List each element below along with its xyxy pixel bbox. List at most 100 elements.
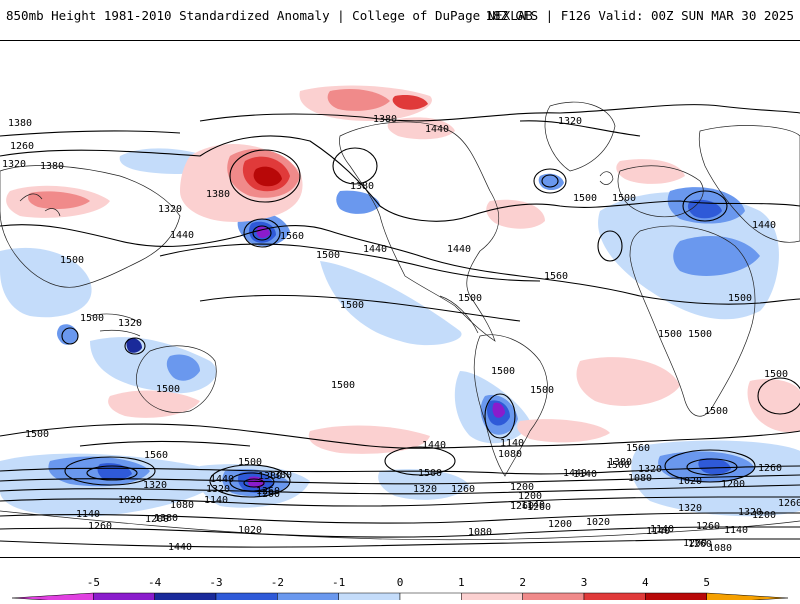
colorbar-tick-label: -5 xyxy=(86,576,100,589)
contour-1200-far-south xyxy=(0,538,800,548)
contour-label: 1200 xyxy=(510,482,534,493)
contour-label: 1500 xyxy=(573,193,597,204)
contour-label: 1260 xyxy=(688,539,712,550)
anomaly-blue-medium xyxy=(166,354,200,381)
contour-label: 1500 xyxy=(458,293,482,304)
contour-label: 1560 xyxy=(626,443,650,454)
contour-label: 1500 xyxy=(238,457,262,468)
contour-label: 1020 xyxy=(118,495,142,506)
contour-label: 1320 xyxy=(206,484,230,495)
europe-outline xyxy=(617,165,704,218)
contour-label: 1260 xyxy=(10,141,34,152)
contour-label: 1080 xyxy=(708,543,732,554)
colorbar-tick-label: -1 xyxy=(332,576,346,589)
low-center-gulf-alaska xyxy=(332,147,378,185)
colorbar-segment xyxy=(461,592,523,604)
contour-1260-south xyxy=(0,496,800,507)
contour-1320-south xyxy=(0,484,800,495)
contour-label: 1140 xyxy=(573,469,597,480)
contour-label: 1380 xyxy=(154,513,178,524)
greenland-outline xyxy=(544,101,616,172)
anomaly-red-light xyxy=(616,159,685,184)
colorbar-segment xyxy=(399,592,462,604)
low-center-pacific-north xyxy=(243,218,281,248)
contour-label: 1140 xyxy=(76,509,100,520)
australia-outline xyxy=(136,345,217,413)
colorbar-segment xyxy=(338,592,401,604)
low-center-australia xyxy=(124,337,146,355)
model-valid-time: 18Z GFS | F126 Valid: 00Z SUN MAR 30 202… xyxy=(485,8,794,23)
low-center-indian-ocean xyxy=(64,456,156,486)
high-center-pacific xyxy=(229,149,301,203)
low-center-europe xyxy=(682,190,728,222)
contour-label: 1440 xyxy=(563,468,587,479)
low-center-pacific-north-inner xyxy=(252,225,272,241)
contour-label: 1140 xyxy=(724,525,748,536)
uk-outline xyxy=(599,171,614,185)
contour-1500-closed-pacific xyxy=(384,446,456,476)
contour-label: 1500 xyxy=(80,313,104,324)
contour-label: 1260 xyxy=(256,486,280,497)
low-center-south-atlantic xyxy=(664,449,756,483)
anomaly-purple-core xyxy=(256,226,270,239)
anomaly-red-medium xyxy=(392,94,428,110)
contour-label: 1140 xyxy=(650,524,674,535)
contour-1560-subtropics xyxy=(159,243,541,282)
anomaly-red-light xyxy=(486,199,545,229)
colorbar-segment xyxy=(645,592,707,604)
colorbar-tick-label: 1 xyxy=(458,576,465,589)
contour-label: 1200 xyxy=(145,514,169,525)
colorbar-tick-label: 0 xyxy=(396,576,404,589)
contour-label: 1500 xyxy=(688,329,712,340)
map-title: 850mb Height 1981-2010 Standardized Anom… xyxy=(6,8,533,23)
anomaly-blue-medium xyxy=(336,190,380,214)
contour-1560-south xyxy=(79,440,251,447)
low-center-south-pacific-core xyxy=(243,478,265,488)
contour-label: 1500 xyxy=(316,250,340,261)
contour-label: 1440 xyxy=(210,474,234,485)
anomaly-red-light xyxy=(576,357,680,406)
contour-label: 1320 xyxy=(143,480,167,491)
contour-1200-south xyxy=(0,512,800,524)
antarctica-outline xyxy=(0,510,800,541)
colorbar-segment xyxy=(277,592,339,604)
contour-1440-north xyxy=(0,135,800,222)
contour-label: 1500 xyxy=(612,193,636,204)
contour-label: 1320 xyxy=(413,484,437,495)
anomaly-blue-medium xyxy=(57,324,78,345)
contour-label: 1380 xyxy=(40,161,64,172)
anomaly-red-light xyxy=(747,379,800,433)
contour-label: 1320 xyxy=(638,464,662,475)
contour-label: 1320 xyxy=(678,503,702,514)
contour-label: 1440 xyxy=(170,230,194,241)
contour-label: 1020 xyxy=(586,517,610,528)
anomaly-blue-dark xyxy=(97,463,132,481)
contour-1380-north xyxy=(199,104,800,122)
contour-label: 1260 xyxy=(696,521,720,532)
contour-label: 1500 xyxy=(606,460,630,471)
contour-label: 1020 xyxy=(238,525,262,536)
contour-label: 1200 xyxy=(683,538,707,549)
contour-1140-south xyxy=(0,526,800,538)
contour-label: 1320 xyxy=(118,318,142,329)
colorbar-segment xyxy=(522,592,585,604)
low-center-south-pacific-inner xyxy=(229,472,275,492)
anomaly-red-medium xyxy=(327,89,390,111)
asia-outline xyxy=(0,165,181,288)
anomaly-red-medium xyxy=(28,191,90,209)
contour-1440-south xyxy=(0,465,800,475)
contour-label: 1500 xyxy=(764,369,788,380)
contour-1500-tropical xyxy=(199,294,521,322)
contour-label: 1320 xyxy=(2,159,26,170)
central-america-outline xyxy=(439,295,479,334)
contour-label: 1320 xyxy=(558,116,582,127)
contour-label: 1380 xyxy=(373,114,397,125)
contour-label: 1200 xyxy=(752,510,776,521)
contour-label: 1440 xyxy=(447,244,471,255)
contour-label: 1260 xyxy=(778,498,800,509)
contour-label: 1500 xyxy=(156,384,180,395)
colorbar-segment xyxy=(11,592,94,604)
contour-label: 1260 xyxy=(451,484,475,495)
contour-label: 1500 xyxy=(658,329,682,340)
africa-outline xyxy=(629,225,756,417)
